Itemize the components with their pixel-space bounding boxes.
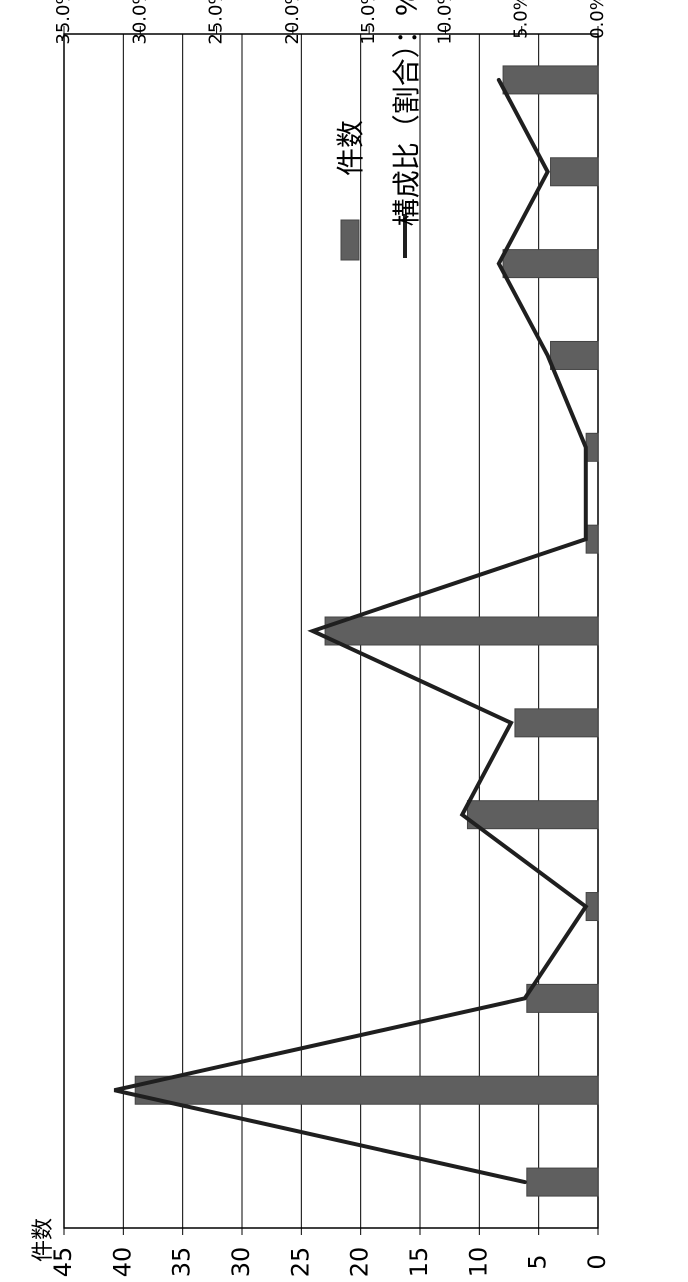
primary-axis-tick-label: 25: [286, 1247, 314, 1278]
secondary-axis-tick-label: 25.0%: [206, 0, 227, 45]
line-layer: [113, 77, 589, 1185]
bars-layer: [134, 65, 599, 1197]
primary-axis: 0 5 10 15 20 25 30 35 40 45: [49, 1228, 611, 1277]
primary-axis-tick-label: 35: [168, 1247, 196, 1278]
primary-axis-tick-label: 30: [227, 1247, 255, 1278]
primary-axis-tick-label: 45: [49, 1247, 77, 1278]
bar: [526, 1167, 599, 1197]
legend-label-ratio: 構成比（割合）：%: [390, 0, 423, 226]
secondary-axis-tick-label: 5.0%: [511, 0, 532, 39]
primary-axis-tick-label: 15: [405, 1247, 433, 1278]
secondary-axis-tick-label: 30.0%: [129, 0, 150, 45]
secondary-axis-tick-label: 15.0%: [358, 0, 379, 45]
legend-layer: 件数 構成比（割合）：%: [334, 0, 423, 261]
secondary-axis-tick-label: 0.0%: [587, 0, 608, 39]
bar: [526, 983, 599, 1013]
primary-axis-tick-label: 10: [464, 1247, 492, 1278]
bar: [134, 1075, 599, 1105]
bar: [550, 157, 599, 187]
legend-bar-swatch: [340, 219, 360, 261]
bar: [502, 249, 599, 279]
bar: [585, 432, 599, 462]
primary-axis-tick-label: 5: [524, 1254, 552, 1269]
bar: [550, 340, 599, 370]
primary-axis-tick-label: 40: [108, 1247, 136, 1278]
bar: [466, 800, 599, 830]
secondary-axis-tick-label: 10.0%: [434, 0, 455, 45]
primary-axis-title: 件数: [31, 1218, 56, 1262]
bar: [514, 708, 599, 738]
primary-axis-tick-label: 0: [583, 1254, 611, 1269]
bar: [324, 616, 599, 646]
legend-label-count: 件数: [334, 120, 367, 176]
primary-axis-tick-label: 20: [346, 1247, 374, 1278]
secondary-axis-tick-label: 20.0%: [282, 0, 303, 45]
secondary-axis-tick-label: 35.0%: [53, 0, 74, 45]
secondary-axis: 0.0% 5.0% 10.0% 15.0% 20.0% 25.0% 30.0% 35.0%: [53, 0, 608, 45]
bar: [502, 65, 599, 95]
bar: [585, 524, 599, 554]
